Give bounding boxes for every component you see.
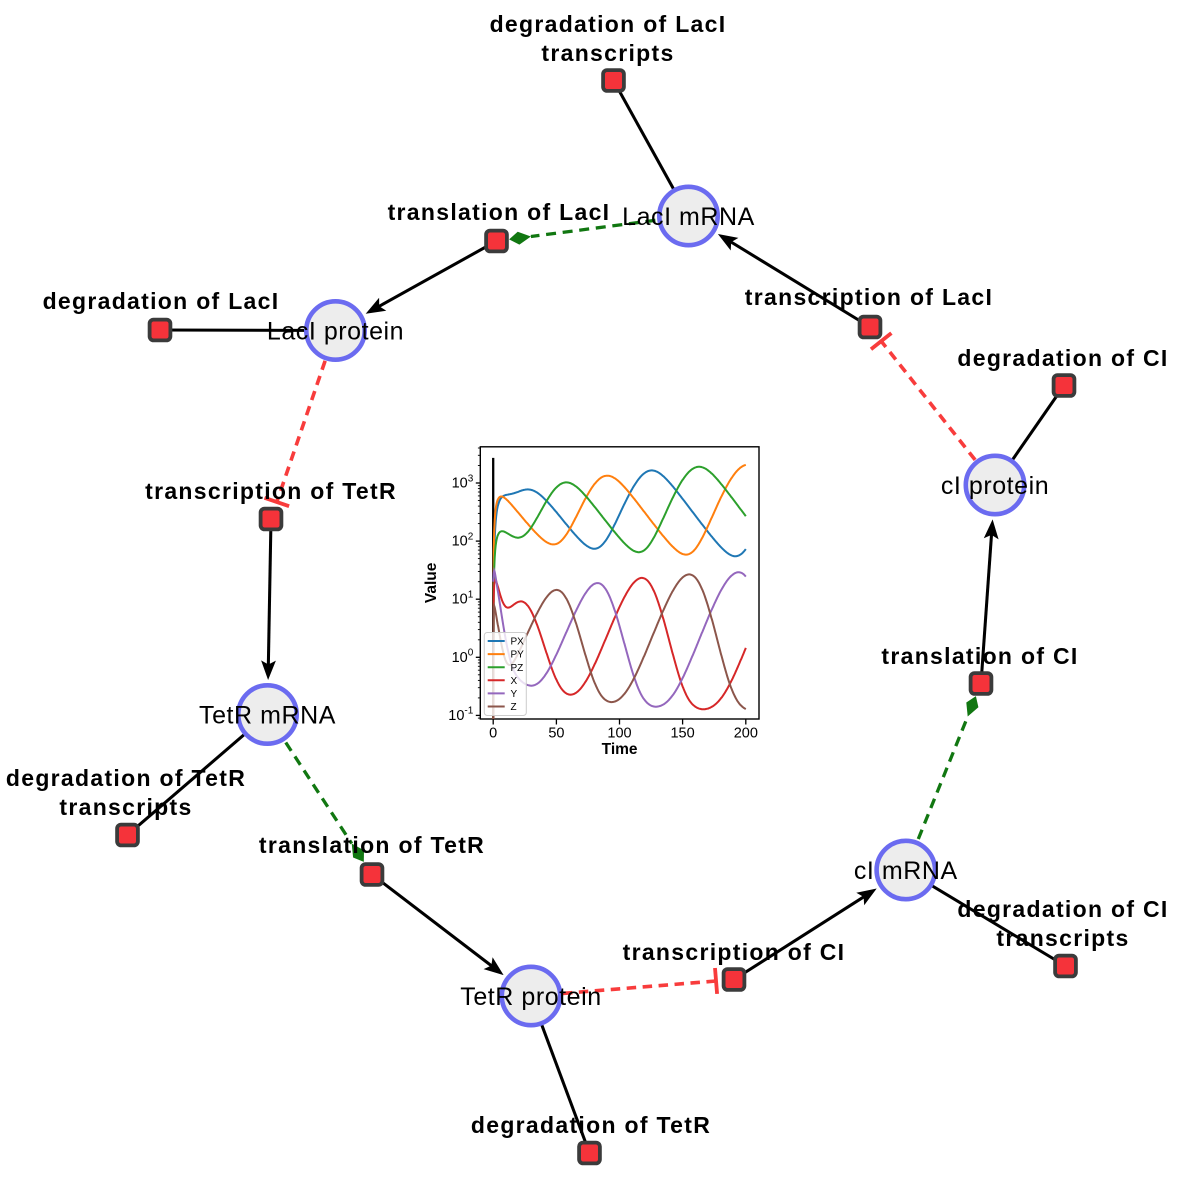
svg-text:transcripts: transcripts: [541, 40, 674, 66]
svg-text:PY: PY: [511, 650, 525, 661]
svg-text:transcription of TetR: transcription of TetR: [145, 478, 397, 504]
svg-text:degradation of TetR: degradation of TetR: [471, 1112, 711, 1138]
svg-text:translation of TetR: translation of TetR: [259, 832, 485, 858]
svg-text:degradation of LacI: degradation of LacI: [43, 288, 280, 314]
svg-text:degradation of CI: degradation of CI: [957, 345, 1168, 371]
svg-text:transcription of LacI: transcription of LacI: [745, 284, 993, 310]
svg-text:cI protein: cI protein: [941, 472, 1049, 500]
svg-text:degradation of TetR: degradation of TetR: [6, 765, 246, 791]
svg-text:Z: Z: [511, 702, 517, 713]
svg-text:200: 200: [734, 725, 758, 741]
svg-text:translation of CI: translation of CI: [881, 643, 1078, 669]
svg-text:X: X: [511, 676, 518, 687]
svg-text:PX: PX: [511, 637, 525, 648]
svg-text:Y: Y: [511, 689, 518, 700]
svg-text:TetR mRNA: TetR mRNA: [199, 702, 336, 730]
svg-text:transcription of CI: transcription of CI: [623, 939, 846, 965]
svg-text:LacI mRNA: LacI mRNA: [622, 203, 755, 231]
svg-text:50: 50: [548, 725, 564, 741]
svg-text:cI mRNA: cI mRNA: [854, 857, 958, 885]
svg-text:translation of LacI: translation of LacI: [388, 199, 611, 225]
svg-text:TetR protein: TetR protein: [460, 983, 601, 1011]
svg-text:PZ: PZ: [511, 663, 524, 674]
svg-text:degradation of LacI: degradation of LacI: [490, 11, 727, 37]
svg-text:Value: Value: [423, 562, 440, 603]
svg-text:Time: Time: [602, 741, 638, 758]
svg-text:degradation of CI: degradation of CI: [957, 896, 1168, 922]
svg-text:LacI protein: LacI protein: [267, 318, 404, 346]
svg-text:transcripts: transcripts: [996, 925, 1129, 951]
svg-text:100: 100: [607, 725, 631, 741]
svg-text:transcripts: transcripts: [59, 794, 192, 820]
svg-text:150: 150: [670, 725, 694, 741]
svg-text:0: 0: [489, 725, 497, 741]
